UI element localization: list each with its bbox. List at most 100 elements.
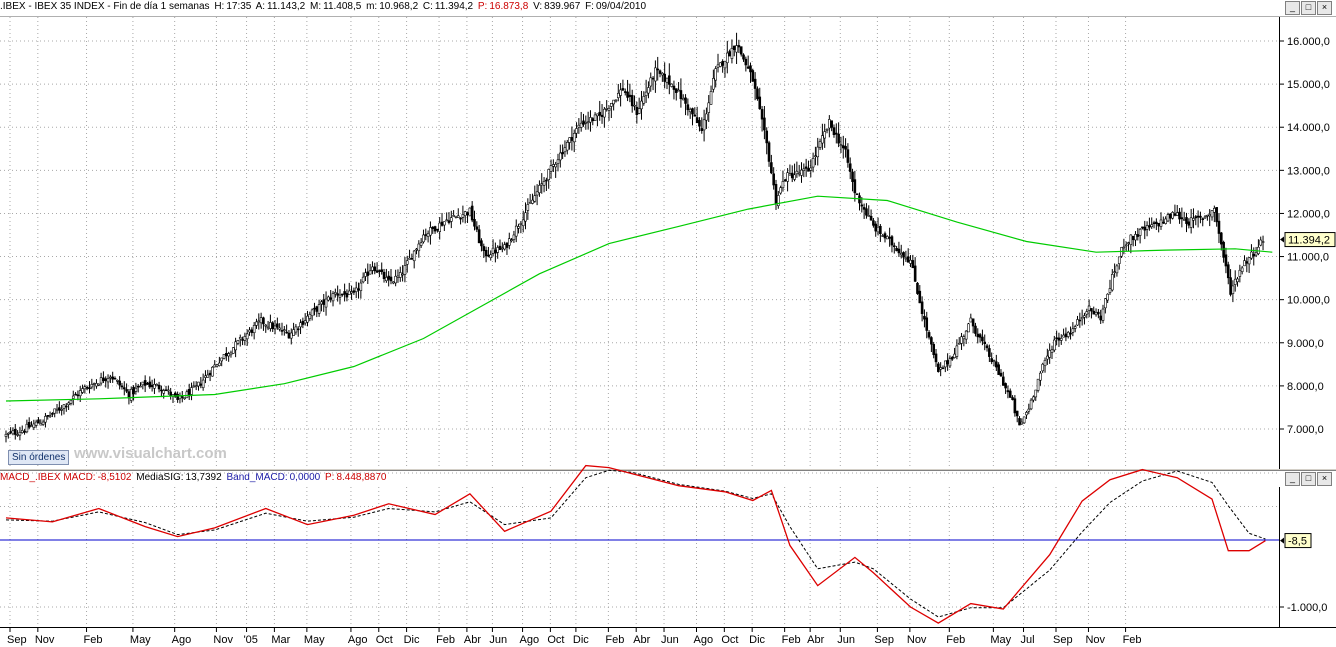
x-tick-label: Abr xyxy=(464,634,481,646)
macd-minimize-button[interactable]: _ xyxy=(1285,472,1300,486)
candle-body xyxy=(781,181,785,189)
candle-body xyxy=(869,215,873,221)
macd-close-button[interactable]: × xyxy=(1317,472,1332,486)
candle-body xyxy=(1231,285,1235,294)
candle-body xyxy=(139,385,142,388)
a-value: 11.143,2 xyxy=(267,1,306,12)
candle-body xyxy=(1159,219,1163,227)
candle-body xyxy=(167,389,170,392)
candle-body xyxy=(477,229,481,244)
maximize-button[interactable]: □ xyxy=(1301,1,1316,15)
macd-plot-area[interactable] xyxy=(0,487,1279,627)
candle-body xyxy=(1097,311,1100,315)
candle-body xyxy=(76,394,80,397)
macd-axis-area[interactable] xyxy=(1280,487,1336,627)
candle-body xyxy=(276,323,279,328)
x-tick-label: '05 xyxy=(244,634,258,646)
macd-maximize-button[interactable]: □ xyxy=(1301,472,1316,486)
candle-body xyxy=(1101,308,1105,321)
candle-body xyxy=(375,270,379,273)
candle-body xyxy=(909,259,912,264)
candle-body xyxy=(957,342,961,345)
candle-body xyxy=(1150,224,1154,228)
candle-body xyxy=(331,293,335,302)
candle-body xyxy=(419,242,423,246)
candle-body xyxy=(848,163,852,172)
candle-body xyxy=(162,390,166,394)
candle-body xyxy=(1034,389,1038,398)
candle-body xyxy=(790,172,794,179)
candle-body xyxy=(1004,383,1007,389)
candle-body xyxy=(241,339,244,341)
candle-body xyxy=(714,68,717,81)
candle-body xyxy=(359,282,363,291)
candle-body xyxy=(698,120,701,127)
candle-body xyxy=(1201,218,1205,220)
candle-body xyxy=(809,167,813,171)
price-plot-area[interactable] xyxy=(0,17,1279,469)
candle-body xyxy=(81,388,84,393)
candle-body xyxy=(238,337,242,340)
candle-body xyxy=(688,109,692,113)
candle-body xyxy=(1240,267,1244,272)
candle-body xyxy=(197,381,200,387)
candle-body xyxy=(266,326,270,329)
candle-body xyxy=(153,384,156,389)
candle-body xyxy=(811,158,815,168)
candle-body xyxy=(32,423,36,428)
candle-body xyxy=(552,164,555,167)
candle-body xyxy=(700,128,704,131)
candle-body xyxy=(299,322,302,328)
candle-body xyxy=(962,336,966,340)
candle-body xyxy=(1192,218,1195,221)
candle-body xyxy=(234,341,237,351)
candle-body xyxy=(644,91,648,96)
sin-ordenes-button[interactable]: Sin órdenes xyxy=(8,450,70,465)
p-value: 16.873,8 xyxy=(489,1,529,12)
candle-body xyxy=(862,207,866,210)
last-price-label: 11.394,2 xyxy=(1288,235,1330,247)
candle-body xyxy=(1155,221,1158,225)
band-label: Band_MACD: xyxy=(226,472,288,483)
minimize-button[interactable]: _ xyxy=(1285,1,1300,15)
candle-body xyxy=(109,376,112,379)
candle-body xyxy=(1219,232,1223,245)
candle-body xyxy=(614,99,618,102)
candle-body xyxy=(1066,332,1070,337)
candle-body xyxy=(361,276,365,283)
candle-body xyxy=(603,108,606,118)
candle-body xyxy=(723,60,727,69)
candle-body xyxy=(183,397,186,400)
candle-body xyxy=(709,91,713,105)
candle-body xyxy=(990,358,993,363)
candle-body xyxy=(480,240,483,247)
price-y-tick-label: 12.000,0 xyxy=(1287,208,1330,220)
candle-body xyxy=(322,299,326,305)
h-label: H: xyxy=(214,1,225,12)
candle-body xyxy=(148,381,152,388)
candle-body xyxy=(1078,319,1082,322)
candle-body xyxy=(925,317,929,331)
candle-body xyxy=(220,357,223,362)
min-value: 10.968,2 xyxy=(379,1,419,12)
candle-body xyxy=(392,281,395,284)
candle-body xyxy=(1073,326,1077,329)
candle-body xyxy=(338,294,342,298)
candle-body xyxy=(851,171,854,182)
candle-body xyxy=(923,315,926,320)
candle-body xyxy=(498,245,502,251)
candle-body xyxy=(225,353,228,357)
candle-body xyxy=(412,250,416,262)
candle-body xyxy=(1055,337,1058,340)
candle-body xyxy=(1032,396,1035,401)
candle-body xyxy=(1185,217,1188,224)
x-axis-labels: Sep Nov Feb May Ago Nov '05 Mar May Ago Oct Dic Feb A… xyxy=(7,627,1142,646)
candle-body xyxy=(447,220,451,223)
x-tick-label: Abr xyxy=(807,634,824,646)
candle-body xyxy=(911,260,915,269)
candle-body xyxy=(104,378,108,381)
candle-body xyxy=(892,245,896,248)
candle-body xyxy=(654,67,657,82)
close-button[interactable]: × xyxy=(1317,1,1332,15)
